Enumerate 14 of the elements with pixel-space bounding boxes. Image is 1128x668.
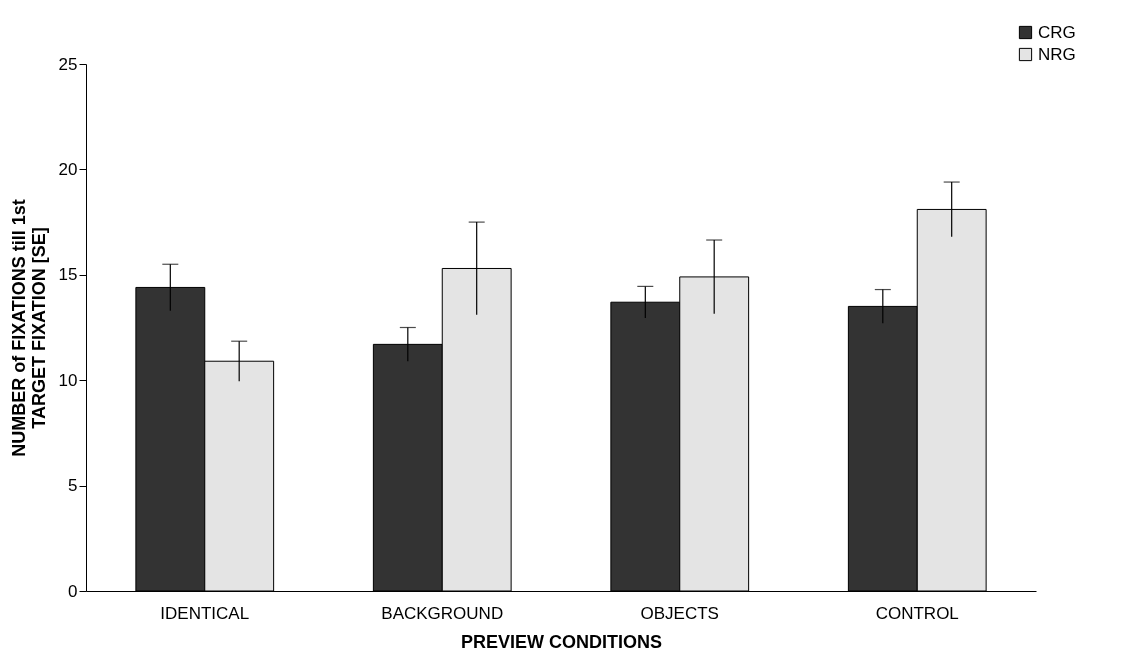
y-tick-label: 0 bbox=[68, 581, 78, 601]
x-tick-label: CONTROL bbox=[875, 603, 959, 623]
y-tick-label: 5 bbox=[68, 476, 78, 496]
y-tick-label: 25 bbox=[58, 54, 78, 74]
legend-label: CRG bbox=[1038, 22, 1076, 42]
y-tick-label: 20 bbox=[58, 159, 78, 179]
x-tick-label: OBJECTS bbox=[640, 603, 719, 623]
x-tick-label: IDENTICAL bbox=[160, 603, 250, 623]
x-tick-label: BACKGROUND bbox=[381, 603, 504, 623]
y-tick-label: 10 bbox=[58, 370, 78, 390]
legend-label: NRG bbox=[1038, 44, 1076, 64]
x-axis-title: PREVIEW CONDITIONS bbox=[460, 631, 663, 652]
y-axis-title: NUMBER of FIXATIONS till 1st TARGET FIXATION [SE] bbox=[8, 199, 49, 457]
y-tick-label: 15 bbox=[58, 265, 78, 285]
